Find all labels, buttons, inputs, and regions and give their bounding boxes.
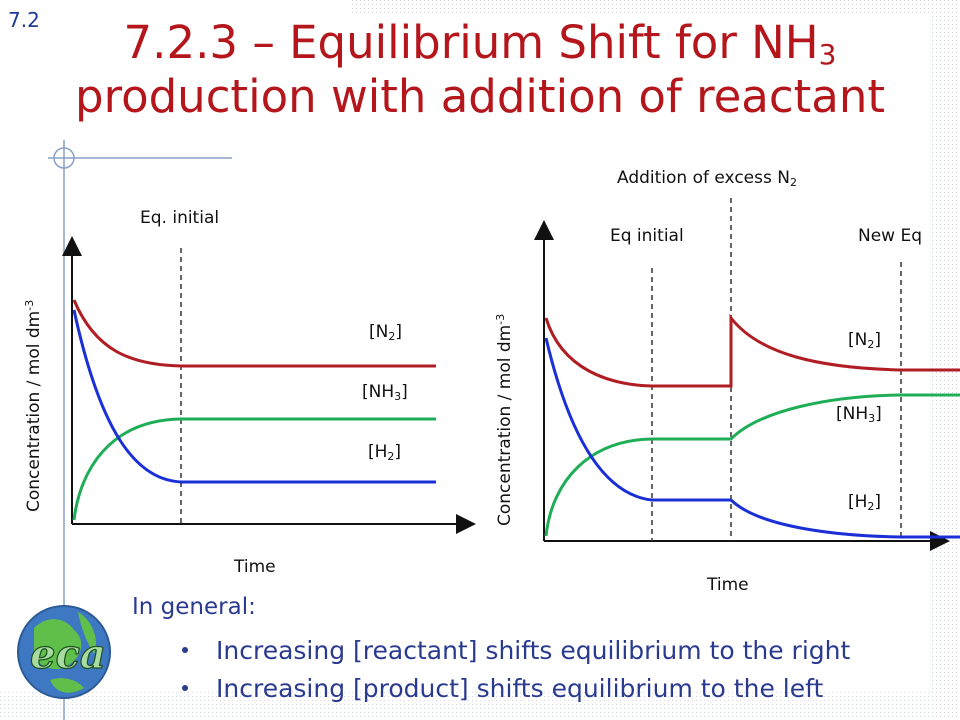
right-eq-initial-label: Eq initial: [610, 226, 684, 246]
left-n2-label: [N2]: [369, 322, 402, 343]
eca-logo: eca: [17, 605, 111, 699]
right-y-axis-label: Concentration / mol dm-3: [494, 313, 515, 526]
top-dotted-band: [352, 0, 960, 14]
left-x-axis-label: Time: [234, 557, 276, 577]
general-bullets: Increasing [reactant] shifts equilibrium…: [182, 632, 850, 708]
right-nh3-curve: [544, 393, 960, 537]
title-line1: 7.2.3 – Equilibrium Shift for NH: [123, 16, 819, 69]
title-line2: production with addition of reactant: [75, 70, 885, 123]
bullet-dot: [182, 647, 188, 653]
bullet-item: Increasing [product] shifts equilibrium …: [182, 670, 850, 708]
left-nh3-label: [NH3]: [362, 382, 408, 403]
svg-text:eca: eca: [30, 631, 106, 678]
right-h2-label: [H2]: [848, 492, 882, 513]
left-eq-initial-label: Eq. initial: [140, 208, 220, 228]
left-y-axis-label: Concentration / mol dm-3: [23, 299, 44, 512]
right-chart: [534, 198, 960, 551]
left-n2-curve: [72, 299, 436, 368]
general-heading: In general:: [132, 594, 256, 620]
decor-circle: [53, 147, 75, 169]
right-n2-label: [N2]: [848, 330, 881, 351]
left-chart: [62, 236, 476, 534]
title-subscript: 3: [818, 38, 837, 71]
bottom-dotted-band: [0, 690, 960, 720]
section-number: 7.2: [8, 8, 40, 32]
left-h2-curve: [72, 309, 436, 484]
right-x-axis-label: Time: [707, 575, 749, 595]
left-nh3-curve: [72, 417, 436, 521]
right-new-eq-label: New Eq: [858, 226, 923, 246]
right-h2-curve: [544, 337, 960, 539]
right-n2-curve: [544, 313, 960, 388]
right-addition-label: Addition of excess N2: [617, 168, 797, 189]
bullet-dot: [182, 685, 188, 691]
right-nh3-label: [NH3]: [836, 404, 882, 425]
left-h2-label: [H2]: [368, 442, 402, 463]
page-title: 7.2.3 – Equilibrium Shift for NH3 produc…: [40, 16, 920, 124]
right-dotted-band: [930, 0, 960, 720]
bullet-item: Increasing [reactant] shifts equilibrium…: [182, 632, 850, 670]
